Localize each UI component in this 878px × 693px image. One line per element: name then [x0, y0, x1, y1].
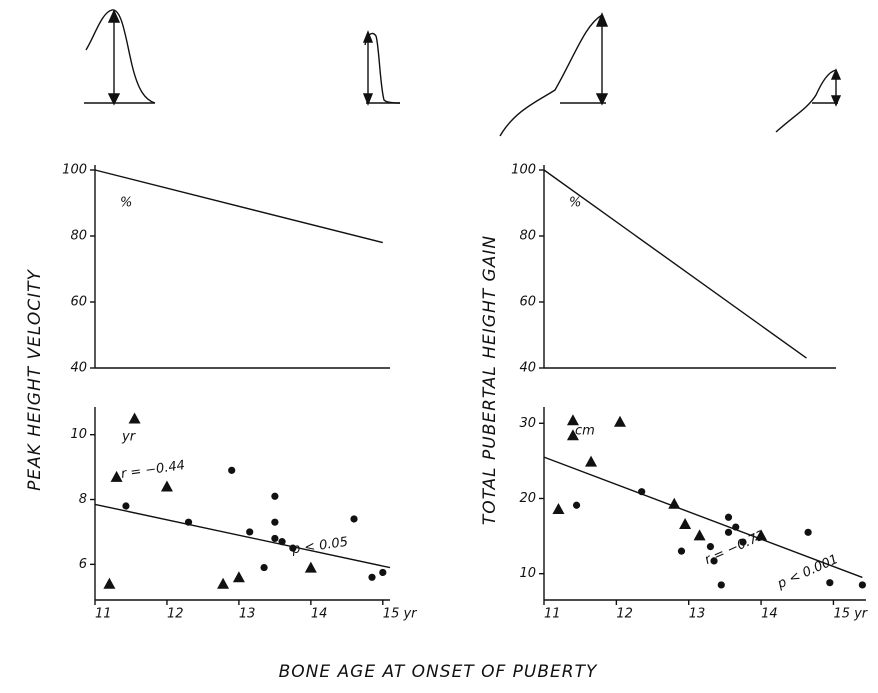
circle-point — [804, 528, 812, 536]
regression-line — [94, 503, 391, 569]
circle-point — [368, 573, 376, 581]
annotation: p < 0.001 — [775, 552, 841, 592]
y-tick-label: 40 — [70, 361, 87, 376]
triangle-point — [103, 577, 116, 589]
circle-point — [724, 513, 733, 521]
triangle-point — [217, 577, 230, 589]
x-tick-label: 15 yr — [833, 607, 868, 622]
icon-arrowhead — [107, 9, 121, 106]
y-tick-label: 60 — [70, 295, 87, 310]
data-line — [94, 169, 383, 244]
circle-point — [271, 492, 279, 500]
y-tick-label: 40 — [519, 361, 536, 376]
y-tick-label: 10 — [70, 427, 87, 442]
x-tick-label: 11 — [95, 607, 112, 622]
x-tick-label: 13 — [689, 607, 706, 622]
circle-point — [379, 568, 387, 577]
x-tick-label: 12 — [167, 607, 184, 622]
icon-curve — [499, 14, 603, 137]
y-tick-label: 100 — [62, 163, 87, 178]
icon-curve — [85, 9, 156, 104]
icon-curve — [775, 69, 837, 133]
y-tick-label: 20 — [519, 491, 536, 506]
triangle-point — [110, 470, 123, 482]
triangle-point — [552, 503, 565, 515]
unit-label: % — [120, 196, 132, 211]
triangle-point — [160, 480, 173, 492]
x-tick-label: 14 — [311, 607, 328, 622]
triangle-point — [585, 455, 598, 467]
unit-label: % — [569, 196, 581, 211]
y-tick-label: 10 — [519, 566, 536, 581]
circle-point — [271, 534, 279, 543]
triangle-point — [232, 571, 245, 583]
x-tick-label: 12 — [616, 607, 633, 622]
circle-point — [572, 501, 581, 509]
triangle-point — [566, 429, 579, 441]
circle-point — [710, 557, 718, 565]
circle-point — [228, 466, 236, 474]
circle-point — [271, 518, 279, 526]
triangle-point — [668, 497, 681, 509]
icon-curve — [364, 32, 401, 104]
circle-point — [260, 563, 268, 572]
icon-arrowhead — [362, 30, 374, 106]
triangle-point — [613, 415, 626, 427]
y-tick-label: 8 — [79, 492, 87, 507]
triangle-point — [679, 518, 692, 530]
circle-point — [739, 538, 747, 546]
y-tick-label: 80 — [70, 229, 87, 244]
circle-point — [858, 581, 866, 589]
circle-point — [826, 579, 834, 587]
icon-arrowhead — [830, 68, 842, 107]
y-tick-label: 80 — [519, 229, 536, 244]
regression-line — [543, 456, 863, 579]
growth-icons — [84, 9, 842, 137]
y-axis-title: PEAK HEIGHT VELOCITY — [25, 268, 45, 490]
icon-arrowhead — [595, 12, 609, 106]
y-axis-title: TOTAL PUBERTAL HEIGHT GAIN — [480, 235, 500, 525]
circle-point — [677, 547, 686, 555]
x-tick-label: 11 — [544, 607, 561, 622]
triangle-point — [304, 561, 317, 573]
triangle-point — [128, 412, 141, 424]
data-line — [543, 169, 807, 359]
circle-point — [706, 543, 715, 551]
y-tick-label: 30 — [519, 416, 536, 431]
unit-label: yr — [121, 430, 137, 445]
y-tick-label: 100 — [511, 163, 536, 178]
annotation: p < 0.05 — [290, 535, 349, 558]
circle-point — [122, 502, 130, 510]
circle-point — [350, 515, 358, 523]
circle-point — [717, 581, 725, 589]
circle-point — [246, 528, 254, 536]
x-axis-title: BONE AGE AT ONSET OF PUBERTY — [279, 662, 598, 682]
triangle-point — [566, 414, 579, 426]
y-tick-label: 6 — [79, 557, 87, 572]
unit-label: cm — [575, 424, 595, 439]
circle-point — [724, 528, 733, 536]
y-tick-label: 60 — [519, 295, 536, 310]
triangle-point — [693, 529, 706, 541]
x-tick-label: 15 yr — [383, 607, 418, 622]
x-tick-label: 14 — [761, 607, 778, 622]
annotation: r = −0.44 — [120, 458, 186, 482]
x-tick-label: 13 — [239, 607, 256, 622]
